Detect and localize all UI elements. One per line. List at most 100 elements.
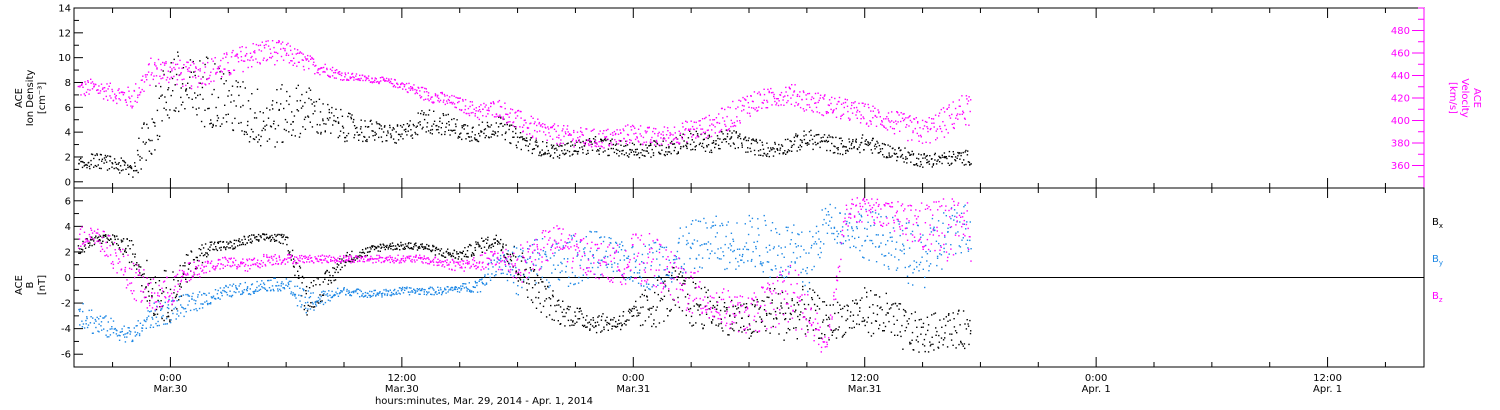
velocity-point (679, 142, 681, 144)
bx-point (958, 343, 960, 346)
bx-point (86, 238, 88, 240)
density-point (633, 151, 635, 153)
by-point (139, 322, 142, 324)
velocity-point (331, 66, 334, 69)
density-point (224, 104, 226, 106)
bx-point (475, 243, 478, 245)
by-point (633, 272, 635, 274)
velocity-point (504, 107, 506, 110)
by-point (602, 240, 605, 243)
velocity-point (755, 107, 758, 109)
bx-point (914, 311, 916, 313)
velocity-point (144, 74, 147, 76)
density-point (710, 149, 712, 151)
velocity-point (290, 49, 292, 52)
density-point (313, 101, 315, 103)
velocity-point (506, 122, 508, 124)
by-point (590, 231, 592, 233)
velocity-point (237, 61, 240, 63)
by-point (454, 288, 457, 291)
bx-point (96, 237, 99, 239)
velocity-point (223, 68, 225, 70)
density-point (318, 98, 321, 100)
density-point (100, 154, 102, 156)
density-point (897, 156, 899, 158)
velocity-point (859, 122, 862, 124)
velocity-point (691, 136, 693, 138)
bx-point (130, 240, 133, 242)
density-point (692, 148, 694, 151)
by-point (135, 334, 138, 336)
velocity-point (427, 98, 429, 100)
bx-point (112, 243, 114, 245)
by-point (299, 300, 301, 302)
bx-point (492, 245, 495, 247)
bx-point (783, 339, 785, 341)
bx-point (659, 300, 661, 302)
density-point (257, 141, 259, 143)
density-point (687, 137, 690, 139)
bx-point (585, 326, 587, 328)
density-point (197, 94, 199, 97)
by-point (558, 249, 560, 251)
velocity-point (129, 101, 132, 103)
velocity-point (842, 102, 845, 104)
density-point (217, 96, 220, 99)
bx-point (295, 261, 297, 264)
by-point (493, 275, 496, 277)
velocity-point (207, 61, 209, 64)
bx-point (444, 256, 447, 258)
by-point (279, 288, 281, 291)
velocity-point (951, 113, 953, 116)
velocity-point (825, 112, 828, 115)
bx-point (760, 321, 763, 323)
density-point (273, 120, 275, 122)
density-point (800, 146, 803, 148)
bx-point (512, 266, 514, 268)
by-point (161, 308, 163, 310)
density-point (81, 166, 84, 169)
density-point (346, 140, 348, 142)
velocity-point (582, 134, 584, 136)
velocity-point (549, 135, 551, 137)
velocity-point (429, 98, 432, 100)
velocity-point (714, 132, 716, 134)
bx-point (581, 324, 584, 327)
bx-point (835, 337, 838, 339)
bx-point (325, 271, 327, 273)
bx-point (636, 309, 638, 311)
bx-point (842, 334, 844, 337)
velocity-point (285, 54, 287, 56)
velocity-point (324, 63, 326, 66)
by-point (343, 287, 345, 289)
velocity-point (152, 78, 154, 81)
velocity-point (909, 115, 911, 117)
by-point (90, 309, 93, 311)
by-point (536, 273, 538, 275)
velocity-point (913, 118, 916, 120)
by-point (122, 334, 125, 336)
bx-point (784, 312, 787, 314)
by-point (381, 296, 383, 298)
bx-point (110, 238, 112, 240)
density-point (774, 141, 776, 144)
velocity-point (205, 84, 207, 86)
density-point (969, 164, 971, 166)
velocity-point (657, 133, 659, 135)
velocity-point (945, 128, 947, 131)
bx-point (664, 285, 667, 287)
velocity-label-line-3: [km/s] (1447, 82, 1458, 114)
velocity-point (274, 64, 276, 66)
bx-point (558, 304, 560, 306)
bx-point (105, 235, 107, 237)
bx-point (540, 311, 542, 313)
bx-point (210, 244, 212, 246)
by-point (430, 293, 432, 295)
velocity-point (326, 68, 328, 71)
velocity-point (156, 67, 158, 69)
velocity-point (710, 135, 713, 138)
velocity-point (603, 147, 605, 149)
velocity-point (437, 94, 439, 97)
bx-point (535, 296, 537, 299)
bx-point (661, 298, 664, 301)
